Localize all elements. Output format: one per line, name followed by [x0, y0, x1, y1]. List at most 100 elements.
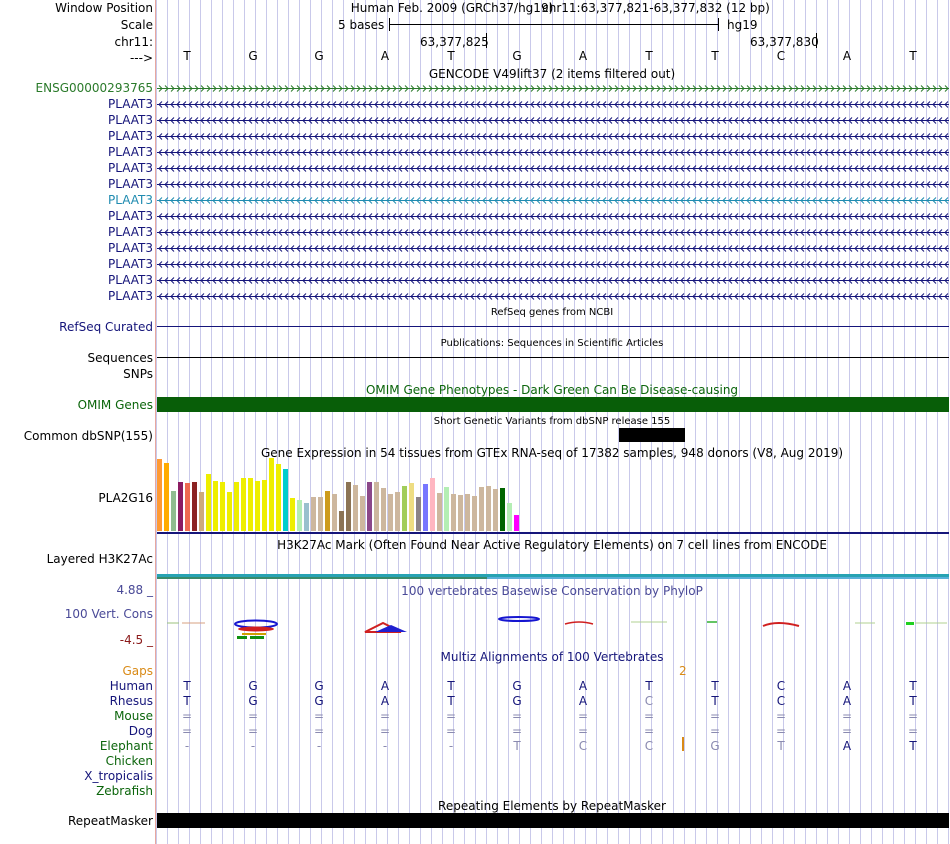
gencode-item-label[interactable]: PLAAT3: [108, 241, 153, 255]
gencode-item-label[interactable]: PLAAT3: [108, 273, 153, 287]
gtex-bar[interactable]: [437, 493, 442, 531]
gtex-bar[interactable]: [416, 497, 421, 531]
gtex-bar[interactable]: [262, 480, 267, 531]
omim-label[interactable]: OMIM Genes: [77, 398, 153, 412]
gtex-bar[interactable]: [283, 469, 288, 531]
gtex-bar[interactable]: [451, 494, 456, 531]
species-label-chicken[interactable]: Chicken: [105, 754, 153, 768]
gencode-item-label[interactable]: PLAAT3: [108, 97, 153, 111]
gencode-transcript-strand[interactable]: [157, 292, 949, 301]
gencode-item-label[interactable]: PLAAT3: [108, 193, 153, 207]
gtex-bar-chart[interactable]: [157, 458, 557, 531]
dbsnp-variant[interactable]: [619, 428, 685, 442]
gtex-bar[interactable]: [255, 481, 260, 531]
gencode-transcript-strand[interactable]: [157, 84, 949, 93]
gencode-item-label[interactable]: PLAAT3: [108, 113, 153, 127]
gtex-bar[interactable]: [479, 487, 484, 531]
gencode-item-label[interactable]: PLAAT3: [108, 209, 153, 223]
gtex-bar[interactable]: [185, 483, 190, 531]
gencode-transcript-strand[interactable]: [157, 260, 949, 269]
gencode-item-label[interactable]: PLAAT3: [108, 129, 153, 143]
gencode-transcript-strand[interactable]: [157, 116, 949, 125]
gencode-transcript-strand[interactable]: [157, 244, 949, 253]
gtex-bar[interactable]: [500, 488, 505, 531]
gtex-bar[interactable]: [311, 497, 316, 531]
gtex-bar[interactable]: [444, 487, 449, 531]
species-label-mouse[interactable]: Mouse: [114, 709, 153, 723]
gtex-label[interactable]: PLA2G16: [98, 491, 153, 505]
gtex-bar[interactable]: [220, 482, 225, 531]
gtex-bar[interactable]: [206, 474, 211, 531]
gencode-transcript-strand[interactable]: [157, 276, 949, 285]
gtex-bar[interactable]: [164, 463, 169, 531]
gtex-bar[interactable]: [367, 482, 372, 531]
gtex-bar[interactable]: [325, 491, 330, 531]
gtex-bar[interactable]: [346, 482, 351, 531]
gtex-bar[interactable]: [227, 492, 232, 531]
gencode-transcript-strand[interactable]: [157, 164, 949, 173]
gencode-item-label[interactable]: ENSG00000293765: [35, 81, 153, 95]
gtex-bar[interactable]: [178, 482, 183, 531]
gtex-bar[interactable]: [276, 464, 281, 531]
gencode-item-label[interactable]: PLAAT3: [108, 145, 153, 159]
gencode-item-label[interactable]: PLAAT3: [108, 225, 153, 239]
gtex-bar[interactable]: [241, 478, 246, 531]
h3k27ac-label[interactable]: Layered H3K27Ac: [46, 552, 153, 566]
gtex-bar[interactable]: [381, 488, 386, 531]
gtex-bar[interactable]: [360, 496, 365, 531]
gtex-bar[interactable]: [409, 483, 414, 531]
gtex-bar[interactable]: [423, 484, 428, 531]
gencode-item-label[interactable]: PLAAT3: [108, 289, 153, 303]
gtex-bar[interactable]: [171, 491, 176, 531]
gtex-bar[interactable]: [234, 482, 239, 531]
gencode-transcript-strand[interactable]: [157, 228, 949, 237]
species-label-human[interactable]: Human: [109, 679, 153, 693]
gtex-bar[interactable]: [157, 459, 162, 531]
gencode-transcript-strand[interactable]: [157, 132, 949, 141]
omim-feature[interactable]: [157, 397, 949, 412]
dbsnp-label[interactable]: Common dbSNP(155): [23, 429, 153, 443]
species-label-rhesus[interactable]: Rhesus: [109, 694, 153, 708]
gtex-bar[interactable]: [318, 497, 323, 531]
gtex-bar[interactable]: [458, 495, 463, 531]
gencode-transcript-strand[interactable]: [157, 180, 949, 189]
gtex-bar[interactable]: [493, 489, 498, 531]
species-label-dog[interactable]: Dog: [128, 724, 153, 738]
gtex-bar[interactable]: [192, 482, 197, 531]
gtex-bar[interactable]: [213, 481, 218, 531]
gtex-bar[interactable]: [374, 482, 379, 531]
gtex-bar[interactable]: [472, 496, 477, 531]
species-label-elephant[interactable]: Elephant: [99, 739, 153, 753]
gtex-bar[interactable]: [339, 511, 344, 531]
repeatmasker-label[interactable]: RepeatMasker: [67, 814, 153, 828]
gtex-bar[interactable]: [388, 494, 393, 531]
gencode-transcript-strand[interactable]: [157, 148, 949, 157]
gtex-bar[interactable]: [402, 486, 407, 531]
gencode-item-label[interactable]: PLAAT3: [108, 161, 153, 175]
species-label-x_tropicalis[interactable]: X_tropicalis: [84, 769, 153, 783]
gtex-bar[interactable]: [507, 503, 512, 531]
gtex-bar[interactable]: [514, 515, 519, 531]
gtex-bar[interactable]: [297, 500, 302, 531]
gencode-item-label[interactable]: PLAAT3: [108, 177, 153, 191]
gtex-bar[interactable]: [430, 478, 435, 531]
gencode-transcript-strand[interactable]: [157, 196, 949, 205]
sequences-label[interactable]: Sequences: [87, 351, 153, 365]
refseq-label[interactable]: RefSeq Curated: [59, 320, 153, 334]
gtex-bar[interactable]: [353, 485, 358, 531]
gtex-bar[interactable]: [248, 478, 253, 531]
gaps-label[interactable]: Gaps: [122, 664, 153, 678]
species-label-zebrafish[interactable]: Zebrafish: [96, 784, 153, 798]
gtex-bar[interactable]: [395, 492, 400, 531]
gencode-item-label[interactable]: PLAAT3: [108, 257, 153, 271]
gtex-bar[interactable]: [199, 492, 204, 531]
phylop-label[interactable]: 100 Vert. Cons: [64, 607, 153, 621]
gtex-bar[interactable]: [304, 503, 309, 531]
gtex-bar[interactable]: [332, 494, 337, 531]
gencode-transcript-strand[interactable]: [157, 212, 949, 221]
gtex-bar[interactable]: [465, 494, 470, 531]
gtex-bar[interactable]: [269, 458, 274, 531]
gencode-transcript-strand[interactable]: [157, 100, 949, 109]
repeatmasker-feature[interactable]: [157, 813, 949, 828]
snps-label[interactable]: SNPs: [123, 367, 153, 381]
